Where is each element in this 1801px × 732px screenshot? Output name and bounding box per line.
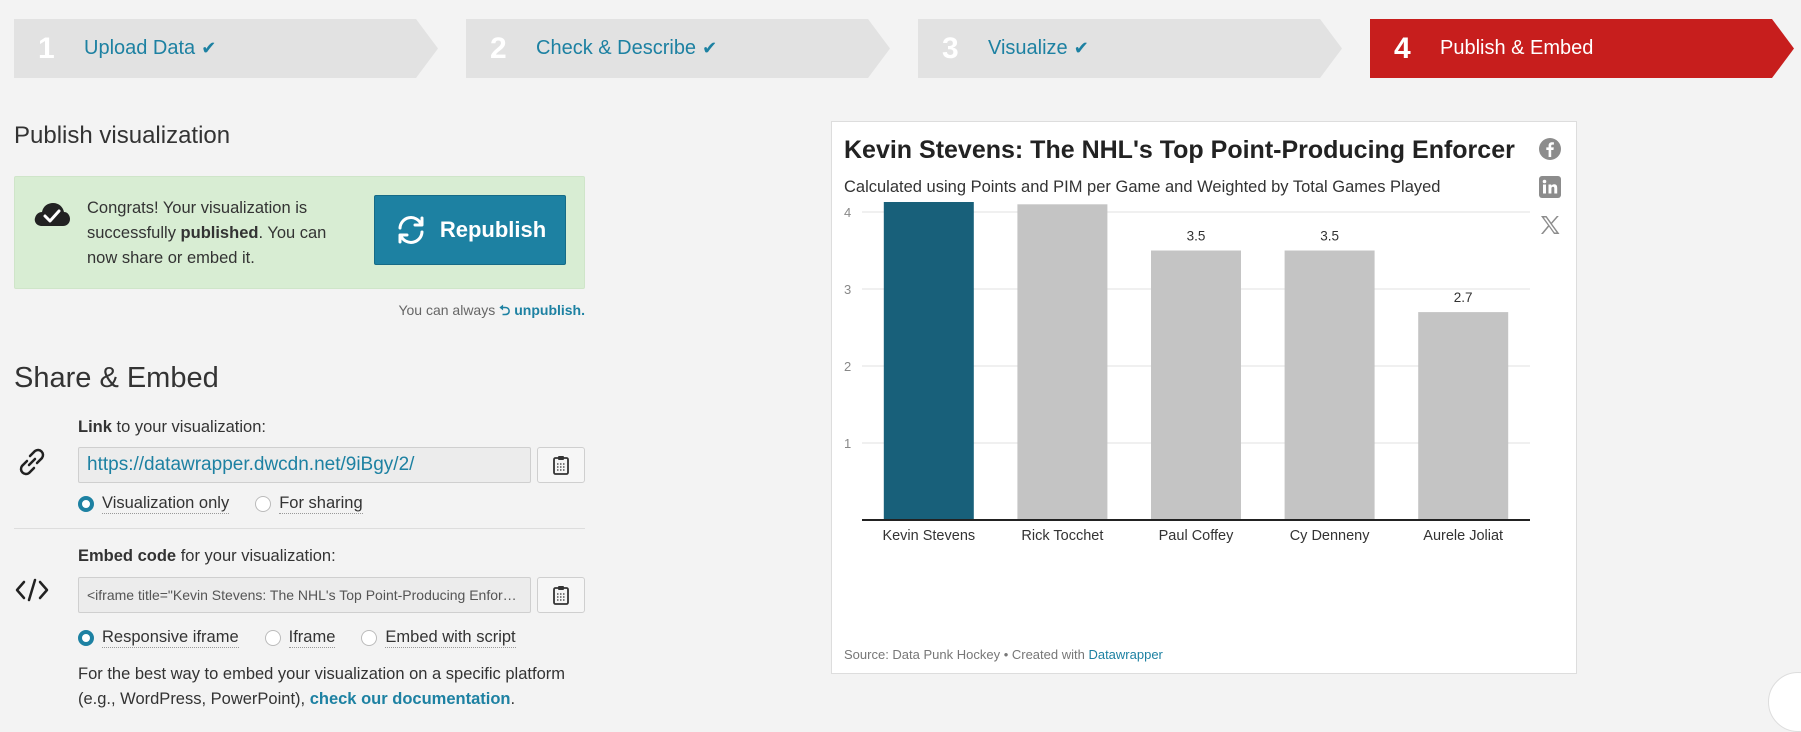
copy-link-button[interactable]	[537, 447, 585, 483]
publish-success-box: Congrats! Your visualization is successf…	[14, 176, 585, 289]
clipboard-icon	[553, 456, 569, 475]
radio-label: Visualization only	[102, 494, 230, 514]
x-tick-label: Cy Denneny	[1290, 528, 1371, 544]
step-label: Publish & Embed	[1440, 37, 1594, 59]
embed-label-rest: for your visualization:	[176, 547, 336, 565]
note-text-end: .	[510, 690, 516, 708]
data-label: 3.5	[1187, 229, 1206, 244]
step-label: Upload Data	[84, 37, 196, 59]
message-bold: published	[180, 224, 259, 242]
check-icon: ✔	[702, 38, 718, 58]
check-icon: ✔	[1073, 38, 1089, 58]
embed-label-bold: Embed code	[78, 547, 177, 565]
embed-code-field[interactable]: <iframe title="Kevin Stevens: The NHL's …	[78, 577, 531, 613]
embed-help-note: For the best way to embed your visualiza…	[78, 662, 598, 712]
y-tick-label: 4	[844, 205, 851, 220]
x-icon	[1541, 216, 1560, 234]
documentation-link[interactable]: check our documentation	[309, 690, 511, 708]
x-tick-label: Kevin Stevens	[882, 528, 975, 544]
x-tick-label: Aurele Joliat	[1423, 528, 1503, 544]
radio-label: Embed with script	[385, 628, 516, 648]
radio-responsive-iframe[interactable]: Responsive iframe	[78, 628, 239, 648]
link-icon	[19, 448, 45, 476]
note-text: For the best way to embed your visualiza…	[78, 665, 565, 708]
radio-label: Iframe	[288, 628, 336, 648]
republish-label: Republish	[439, 217, 547, 242]
datawrapper-link[interactable]: Datawrapper	[1088, 647, 1163, 662]
source-text: Source: Data Punk Hockey • Created with	[844, 647, 1089, 662]
radio-label: For sharing	[279, 494, 363, 514]
message-text-end: . You can now share or embed it.	[87, 224, 327, 267]
unpublish-link[interactable]: unpublish.	[514, 302, 585, 318]
radio-visualization-only[interactable]: Visualization only	[78, 494, 230, 514]
step-number: 2	[490, 31, 507, 65]
facebook-share[interactable]	[1537, 136, 1563, 162]
link-options: Visualization only For sharing	[78, 494, 389, 514]
linkedin-icon	[1539, 176, 1561, 198]
x-tick-label: Rick Tocchet	[1021, 528, 1103, 544]
chart-preview: Kevin Stevens: The NHL's Top Point-Produ…	[831, 121, 1577, 674]
radio-iframe[interactable]: Iframe	[264, 628, 336, 648]
radio-dot	[78, 496, 94, 512]
republish-button[interactable]: Republish	[374, 195, 566, 265]
step-visualize[interactable]: 3 Visualize ✔	[918, 19, 1342, 78]
step-number: 1	[38, 31, 55, 65]
bar	[1151, 250, 1241, 520]
embed-label: Embed code for your visualization:	[78, 547, 336, 566]
x-share[interactable]	[1537, 212, 1563, 238]
radio-dot	[264, 630, 281, 646]
radio-label: Responsive iframe	[102, 628, 239, 648]
radio-embed-with-script[interactable]: Embed with script	[361, 628, 516, 648]
step-number: 4	[1394, 31, 1411, 65]
facebook-icon	[1539, 138, 1561, 160]
code-icon	[15, 578, 49, 602]
check-icon: ✔	[201, 38, 217, 58]
y-tick-label: 2	[844, 359, 851, 374]
refresh-icon	[398, 216, 424, 244]
radio-dot	[361, 630, 378, 646]
linkedin-share[interactable]	[1537, 174, 1563, 200]
bar	[1284, 250, 1375, 520]
step-upload-data[interactable]: 1 Upload Data ✔	[14, 19, 438, 78]
share-link-field[interactable]: https://datawrapper.dwcdn.net/9iBgy/2/	[78, 447, 531, 483]
embed-options: Responsive iframe Iframe Embed with scri…	[78, 628, 542, 648]
radio-for-sharing[interactable]: For sharing	[255, 494, 363, 514]
undo-icon: ⮌	[499, 302, 511, 318]
clipboard-icon	[553, 586, 569, 605]
link-label: Link to your visualization:	[78, 418, 266, 437]
step-number: 3	[942, 31, 959, 65]
step-label: Check & Describe	[536, 37, 697, 59]
divider	[14, 528, 585, 529]
y-tick-label: 3	[844, 282, 851, 297]
link-label-rest: to your visualization:	[111, 418, 267, 436]
bar	[1418, 312, 1509, 520]
chart-source: Source: Data Punk Hockey • Created with …	[844, 647, 1163, 662]
radio-dot	[78, 630, 94, 646]
help-button[interactable]	[1768, 672, 1801, 732]
step-check-describe[interactable]: 2 Check & Describe ✔	[466, 19, 890, 78]
step-publish-embed[interactable]: 4 Publish & Embed	[1370, 19, 1794, 78]
bar-chart: 12344.6Kevin Stevens4.1Rick Tocchet3.5Pa…	[844, 202, 1530, 544]
data-label: 2.7	[1454, 290, 1473, 305]
bar	[883, 202, 974, 521]
link-label-bold: Link	[78, 418, 112, 436]
bar	[1017, 204, 1108, 521]
step-label: Visualize	[988, 37, 1068, 59]
share-embed-heading: Share & Embed	[14, 362, 219, 394]
unpublish-hint: You can always ⮌ unpublish.	[398, 300, 585, 324]
message-text: Congrats! Your visualization is successf…	[87, 199, 308, 242]
copy-embed-button[interactable]	[537, 577, 585, 613]
y-tick-label: 1	[844, 436, 851, 451]
radio-dot	[255, 496, 272, 512]
chart-title: Kevin Stevens: The NHL's Top Point-Produ…	[844, 136, 1515, 164]
unpublish-text: You can always	[398, 302, 496, 318]
cloud-check-icon	[34, 203, 70, 226]
x-tick-label: Paul Coffey	[1159, 528, 1234, 544]
publish-heading: Publish visualization	[14, 122, 231, 149]
publish-success-message: Congrats! Your visualization is successf…	[87, 196, 337, 271]
data-label: 3.5	[1320, 229, 1339, 244]
chart-subtitle: Calculated using Points and PIM per Game…	[844, 178, 1441, 196]
